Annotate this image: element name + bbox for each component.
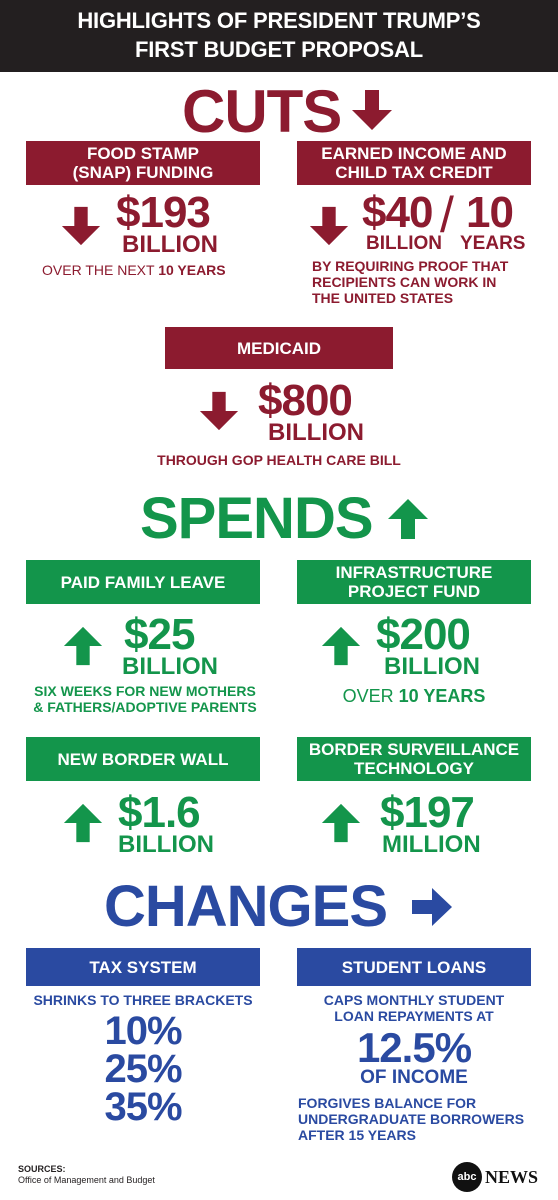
loans-label-box: STUDENT LOANS: [297, 948, 531, 986]
surveillance-label-box: BORDER SURVEILLANCE TECHNOLOGY: [297, 737, 531, 781]
loans-label: STUDENT LOANS: [341, 957, 487, 977]
medicaid-unit: BILLION: [268, 419, 364, 446]
eitc-amount: $40: [362, 188, 433, 237]
sources-text: Office of Management and Budget: [18, 1175, 155, 1185]
tax-bracket-10: 10%: [104, 1009, 182, 1053]
eitc-years-unit: YEARS: [460, 233, 526, 254]
snap-note-bold: 10 YEARS: [158, 262, 226, 278]
eitc-years-num: 10: [466, 188, 514, 237]
surveillance-label-line2: TECHNOLOGY: [354, 759, 474, 778]
leave-label-box: PAID FAMILY LEAVE: [26, 560, 260, 604]
header-line-1: HIGHLIGHTS OF PRESIDENT TRUMP’S: [77, 8, 481, 33]
snap-label-line2: (SNAP) FUNDING: [72, 163, 214, 182]
snap-label-box: FOOD STAMP (SNAP) FUNDING: [26, 141, 260, 185]
loans-note-line4: UNDERGRADUATE BORROWERS: [298, 1111, 525, 1127]
loans-unit: OF INCOME: [360, 1067, 468, 1088]
snap-unit: BILLION: [122, 231, 218, 258]
wall-unit: BILLION: [118, 831, 214, 858]
eitc-unit: BILLION: [366, 233, 442, 254]
leave-note-line2: & FATHERS/ADOPTIVE PARENTS: [33, 699, 257, 715]
arrow-right-icon: [410, 886, 454, 928]
loans-note-line2: LOAN REPAYMENTS AT: [334, 1008, 494, 1024]
wall-label-box: NEW BORDER WALL: [26, 737, 260, 781]
surveillance-label-line1: BORDER SURVEILLANCE: [308, 740, 520, 759]
tax-note: SHRINKS TO THREE BRACKETS: [33, 992, 253, 1008]
arrow-down-icon: [60, 205, 102, 247]
infra-label-line2: PROJECT FUND: [347, 582, 481, 601]
snap-note: OVER THE NEXT 10 YEARS: [42, 262, 226, 278]
loans-amount: 12.5%: [356, 1024, 472, 1071]
surveillance-amount: $197: [380, 788, 475, 837]
medicaid-label-box: MEDICAID: [165, 327, 393, 369]
arrow-up-icon: [386, 497, 430, 541]
loans-note-line3: FORGIVES BALANCE FOR: [298, 1095, 477, 1111]
abc-logo-mark: abc: [452, 1162, 482, 1192]
medicaid-amount: $800: [258, 376, 353, 425]
leave-note: SIX WEEKS FOR NEW MOTHERS & FATHERS/ADOP…: [28, 683, 262, 715]
changes-title: CHANGES: [104, 874, 388, 939]
loans-note-top: CAPS MONTHLY STUDENT LOAN REPAYMENTS AT: [297, 992, 531, 1024]
infra-note-prefix: OVER: [342, 686, 399, 706]
sources-label: SOURCES:: [18, 1164, 66, 1174]
snap-amount: $193: [116, 188, 211, 237]
tax-label: TAX SYSTEM: [89, 957, 197, 977]
wall-label: NEW BORDER WALL: [57, 749, 229, 769]
infra-note-bold: 10 YEARS: [398, 686, 486, 706]
eitc-label-line2: CHILD TAX CREDIT: [335, 163, 493, 182]
arrow-down-icon: [350, 88, 394, 132]
tax-bracket-35: 35%: [104, 1085, 182, 1129]
leave-unit: BILLION: [122, 653, 218, 680]
snap-label-line1: FOOD STAMP: [86, 144, 200, 163]
arrow-up-icon: [62, 625, 104, 667]
loans-note-bottom: FORGIVES BALANCE FOR UNDERGRADUATE BORRO…: [298, 1095, 538, 1143]
tax-label-box: TAX SYSTEM: [26, 948, 260, 986]
infra-note: OVER 10 YEARS: [297, 686, 531, 706]
eitc-label-box: EARNED INCOME AND CHILD TAX CREDIT: [297, 141, 531, 185]
abc-logo-text: NEWS: [485, 1166, 539, 1187]
surveillance-unit: MILLION: [382, 831, 481, 858]
leave-note-line1: SIX WEEKS FOR NEW MOTHERS: [34, 683, 256, 699]
tax-bracket-25: 25%: [104, 1047, 182, 1091]
arrow-down-icon: [308, 205, 350, 247]
snap-note-prefix: OVER THE NEXT: [42, 262, 159, 278]
wall-amount: $1.6: [118, 788, 201, 837]
arrow-up-icon: [320, 802, 362, 844]
tax-brackets: 10% 25% 35%: [26, 1009, 260, 1129]
eitc-note: BY REQUIRING PROOF THAT RECIPIENTS CAN W…: [312, 258, 508, 306]
page-header: HIGHLIGHTS OF PRESIDENT TRUMP’S FIRST BU…: [0, 0, 558, 72]
infra-unit: BILLION: [384, 653, 480, 680]
infra-amount: $200: [376, 610, 471, 659]
spends-title: SPENDS: [140, 486, 374, 551]
arrow-up-icon: [320, 625, 362, 667]
arrow-down-icon: [198, 390, 240, 432]
abc-news-logo: abc NEWS: [452, 1162, 538, 1192]
leave-amount: $25: [124, 610, 195, 659]
medicaid-label: MEDICAID: [236, 338, 322, 358]
sources: SOURCES: Office of Management and Budget: [18, 1164, 155, 1186]
eitc-note-line1: BY REQUIRING PROOF THAT: [312, 258, 509, 274]
infra-label-box: INFRASTRUCTURE PROJECT FUND: [297, 560, 531, 604]
cuts-title: CUTS: [182, 78, 342, 145]
eitc-note-line3: THE UNITED STATES: [312, 290, 454, 306]
eitc-note-line2: RECIPIENTS CAN WORK IN: [312, 274, 497, 290]
eitc-slash: /: [440, 187, 454, 243]
arrow-up-icon: [62, 802, 104, 844]
header-line-2: FIRST BUDGET PROPOSAL: [135, 37, 423, 62]
leave-label: PAID FAMILY LEAVE: [60, 572, 226, 592]
medicaid-note: THROUGH GOP HEALTH CARE BILL: [157, 452, 401, 468]
loans-note-line5: AFTER 15 YEARS: [298, 1127, 416, 1143]
eitc-label-line1: EARNED INCOME AND: [321, 144, 507, 163]
infra-label-line1: INFRASTRUCTURE: [335, 563, 493, 582]
loans-note-line1: CAPS MONTHLY STUDENT: [323, 992, 505, 1008]
